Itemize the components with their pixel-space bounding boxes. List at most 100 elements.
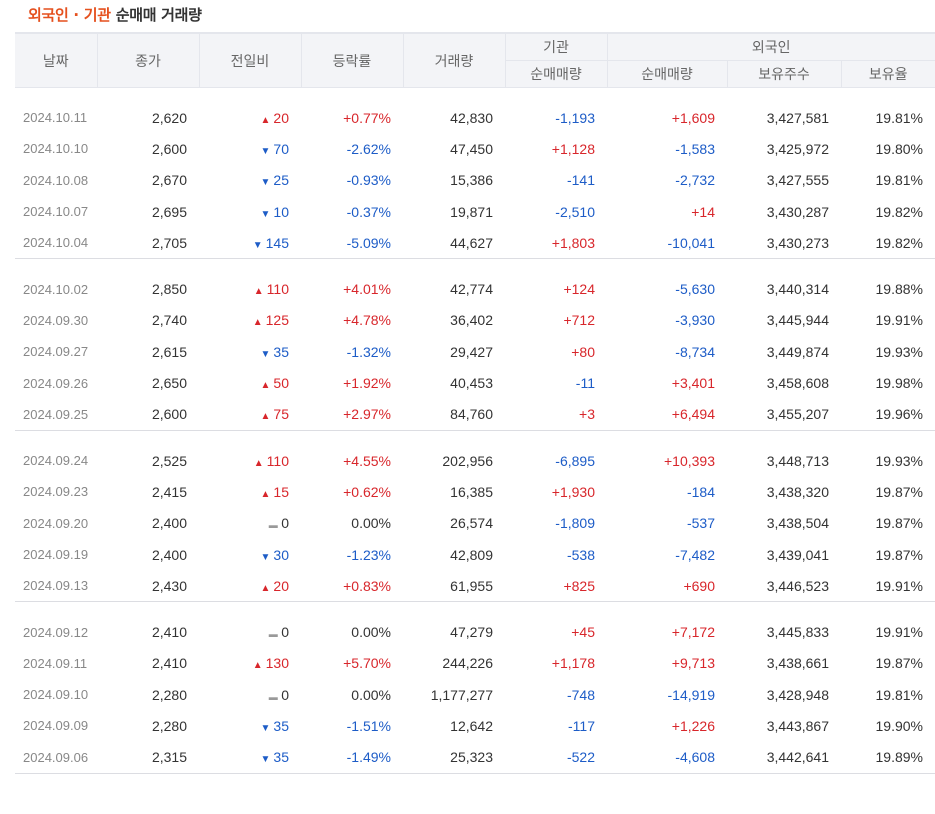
volume-cell: 47,450	[450, 140, 493, 157]
institution-net-cell: -2,510	[555, 203, 595, 220]
volume-cell: 84,760	[403, 398, 505, 431]
foreign-net-cell: +14	[691, 203, 715, 220]
foreign-shares-cell: 3,430,287	[766, 203, 829, 220]
change-value: 20	[273, 577, 289, 594]
foreign-shares-cell: 3,427,555	[766, 172, 829, 189]
foreign-net-cell: +9,713	[671, 655, 715, 672]
institution-net-cell: +1,803	[505, 227, 607, 260]
foreign-net-cell: +6,494	[607, 398, 727, 431]
volume-cell: 44,627	[403, 227, 505, 260]
foreign-net-cell: +690	[607, 570, 727, 603]
volume-cell: 12,642	[450, 717, 493, 734]
change-value: 130	[265, 655, 289, 672]
foreign-ratio-cell: 19.88%	[875, 281, 923, 298]
date-cell: 2024.10.07	[23, 204, 89, 220]
date-cell: 2024.09.25	[15, 398, 97, 431]
foreign-shares-cell: 3,438,320	[766, 483, 829, 500]
change-value: 35	[273, 717, 289, 734]
change-value: 110	[266, 452, 289, 469]
change-cell: 10	[199, 196, 301, 227]
table-row: 2024.09.252,600 75 +2.97%84,760+3+6,4943,4…	[15, 398, 935, 431]
down-arrow-icon	[259, 349, 271, 360]
group-spacer-cell	[15, 602, 935, 617]
change-cell: 35	[199, 741, 301, 774]
foreign-ratio-cell: 19.87%	[875, 483, 923, 500]
group-spacer	[15, 88, 935, 103]
change-cell: 35	[199, 336, 301, 367]
foreign-ratio-cell: 19.93%	[875, 452, 923, 469]
close-cell: 2,430	[97, 570, 199, 603]
header-institution-net: 순매매량	[504, 60, 607, 88]
close-cell: 2,280	[151, 686, 187, 703]
foreign-net-cell: -3,930	[675, 312, 715, 329]
rate-cell: +2.97%	[301, 398, 403, 431]
foreign-ratio-cell: 19.82%	[841, 227, 935, 260]
close-cell: 2,400	[151, 515, 187, 532]
institution-net-cell: -11	[575, 375, 595, 392]
table-row: 2024.10.11 2,620 20 +0.77% 42,830 -1,193 +1,60…	[15, 102, 935, 133]
foreign-net-cell: +1,226	[671, 717, 715, 734]
institution-net-cell: +3	[505, 398, 607, 431]
table-row: 2024.09.062,315 35 -1.49%25,323-522-4,6083…	[15, 741, 935, 774]
foreign-net-cell: -5,630	[675, 281, 715, 298]
institution-net-cell: +45	[571, 624, 595, 641]
table-row: 2024.09.30 2,740 125 +4.78% 36,402 +712 -3,930…	[15, 305, 935, 336]
rate-cell: -1.32%	[346, 343, 391, 360]
date-cell: 2024.09.12	[23, 624, 89, 640]
up-arrow-icon	[259, 489, 271, 500]
foreign-net-cell: -184	[686, 483, 715, 500]
table-row: 2024.10.10 2,600 70 -2.62% 47,450 +1,128 -1,58…	[15, 133, 935, 164]
header-close: 종가	[96, 32, 199, 88]
header-rate: 등락률	[300, 32, 403, 88]
change-cell: 70	[199, 133, 301, 164]
change-value: 20	[273, 109, 289, 126]
table-row: 2024.10.02 2,850 110 +4.01% 42,774 +124 -5,630…	[15, 273, 935, 304]
up-arrow-icon	[252, 317, 264, 328]
up-arrow-icon	[259, 380, 271, 391]
foreign-shares-cell: 3,445,833	[766, 624, 829, 641]
institution-net-cell: +712	[563, 312, 595, 329]
date-cell: 2024.10.08	[23, 172, 89, 188]
institution-net-cell: -117	[568, 717, 595, 734]
flat-dash-icon	[267, 629, 279, 640]
close-cell: 2,740	[151, 312, 187, 329]
foreign-ratio-cell: 19.81%	[875, 172, 923, 189]
foreign-ratio-cell: 19.87%	[875, 546, 923, 563]
institution-net-cell: +1,930	[551, 483, 595, 500]
up-arrow-icon	[252, 660, 264, 671]
close-cell: 2,280	[151, 717, 187, 734]
foreign-net-cell: +10,393	[664, 452, 715, 469]
table-row: 2024.09.12 2,410 0 0.00% 47,279 +45 +7,172 3,44…	[15, 616, 935, 647]
change-value: 50	[273, 375, 289, 392]
header-date: 날짜	[15, 32, 97, 88]
section-title: 외국인 · 기관 순매매 거래량	[28, 4, 202, 26]
change-value: 30	[273, 546, 289, 563]
close-cell: 2,695	[151, 203, 187, 220]
group-spacer-cell	[15, 88, 935, 103]
date-cell: 2024.09.20	[23, 515, 89, 531]
change-value: 35	[273, 343, 289, 360]
foreign-ratio-cell: 19.81%	[875, 109, 923, 126]
up-arrow-icon	[253, 286, 265, 297]
date-cell: 2024.09.30	[23, 312, 89, 328]
institution-net-cell: -538	[566, 546, 595, 563]
change-value: 0	[281, 624, 289, 641]
change-cell: 110	[199, 445, 301, 476]
foreign-net-cell: -8,734	[675, 343, 715, 360]
foreign-shares-cell: 3,458,608	[766, 375, 829, 392]
close-cell: 2,615	[151, 343, 187, 360]
volume-cell: 15,386	[450, 172, 493, 189]
foreign-net-cell: +3,401	[671, 375, 715, 392]
header-foreign-shares: 보유주수	[726, 60, 841, 88]
date-cell: 2024.09.24	[23, 453, 89, 469]
date-cell: 2024.10.10	[23, 141, 89, 157]
change-cell: 20	[199, 102, 301, 133]
foreign-shares-cell: 3,445,944	[766, 312, 829, 329]
foreign-ratio-cell: 19.98%	[875, 375, 923, 392]
change-value: 110	[266, 281, 289, 298]
institution-net-cell: -748	[566, 686, 595, 703]
table-row: 2024.10.07 2,695 10 -0.37% 19,871 -2,510 +14 3,…	[15, 196, 935, 227]
group-spacer	[15, 430, 935, 445]
volume-cell: 19,871	[450, 203, 493, 220]
change-cell: 110	[199, 273, 301, 304]
